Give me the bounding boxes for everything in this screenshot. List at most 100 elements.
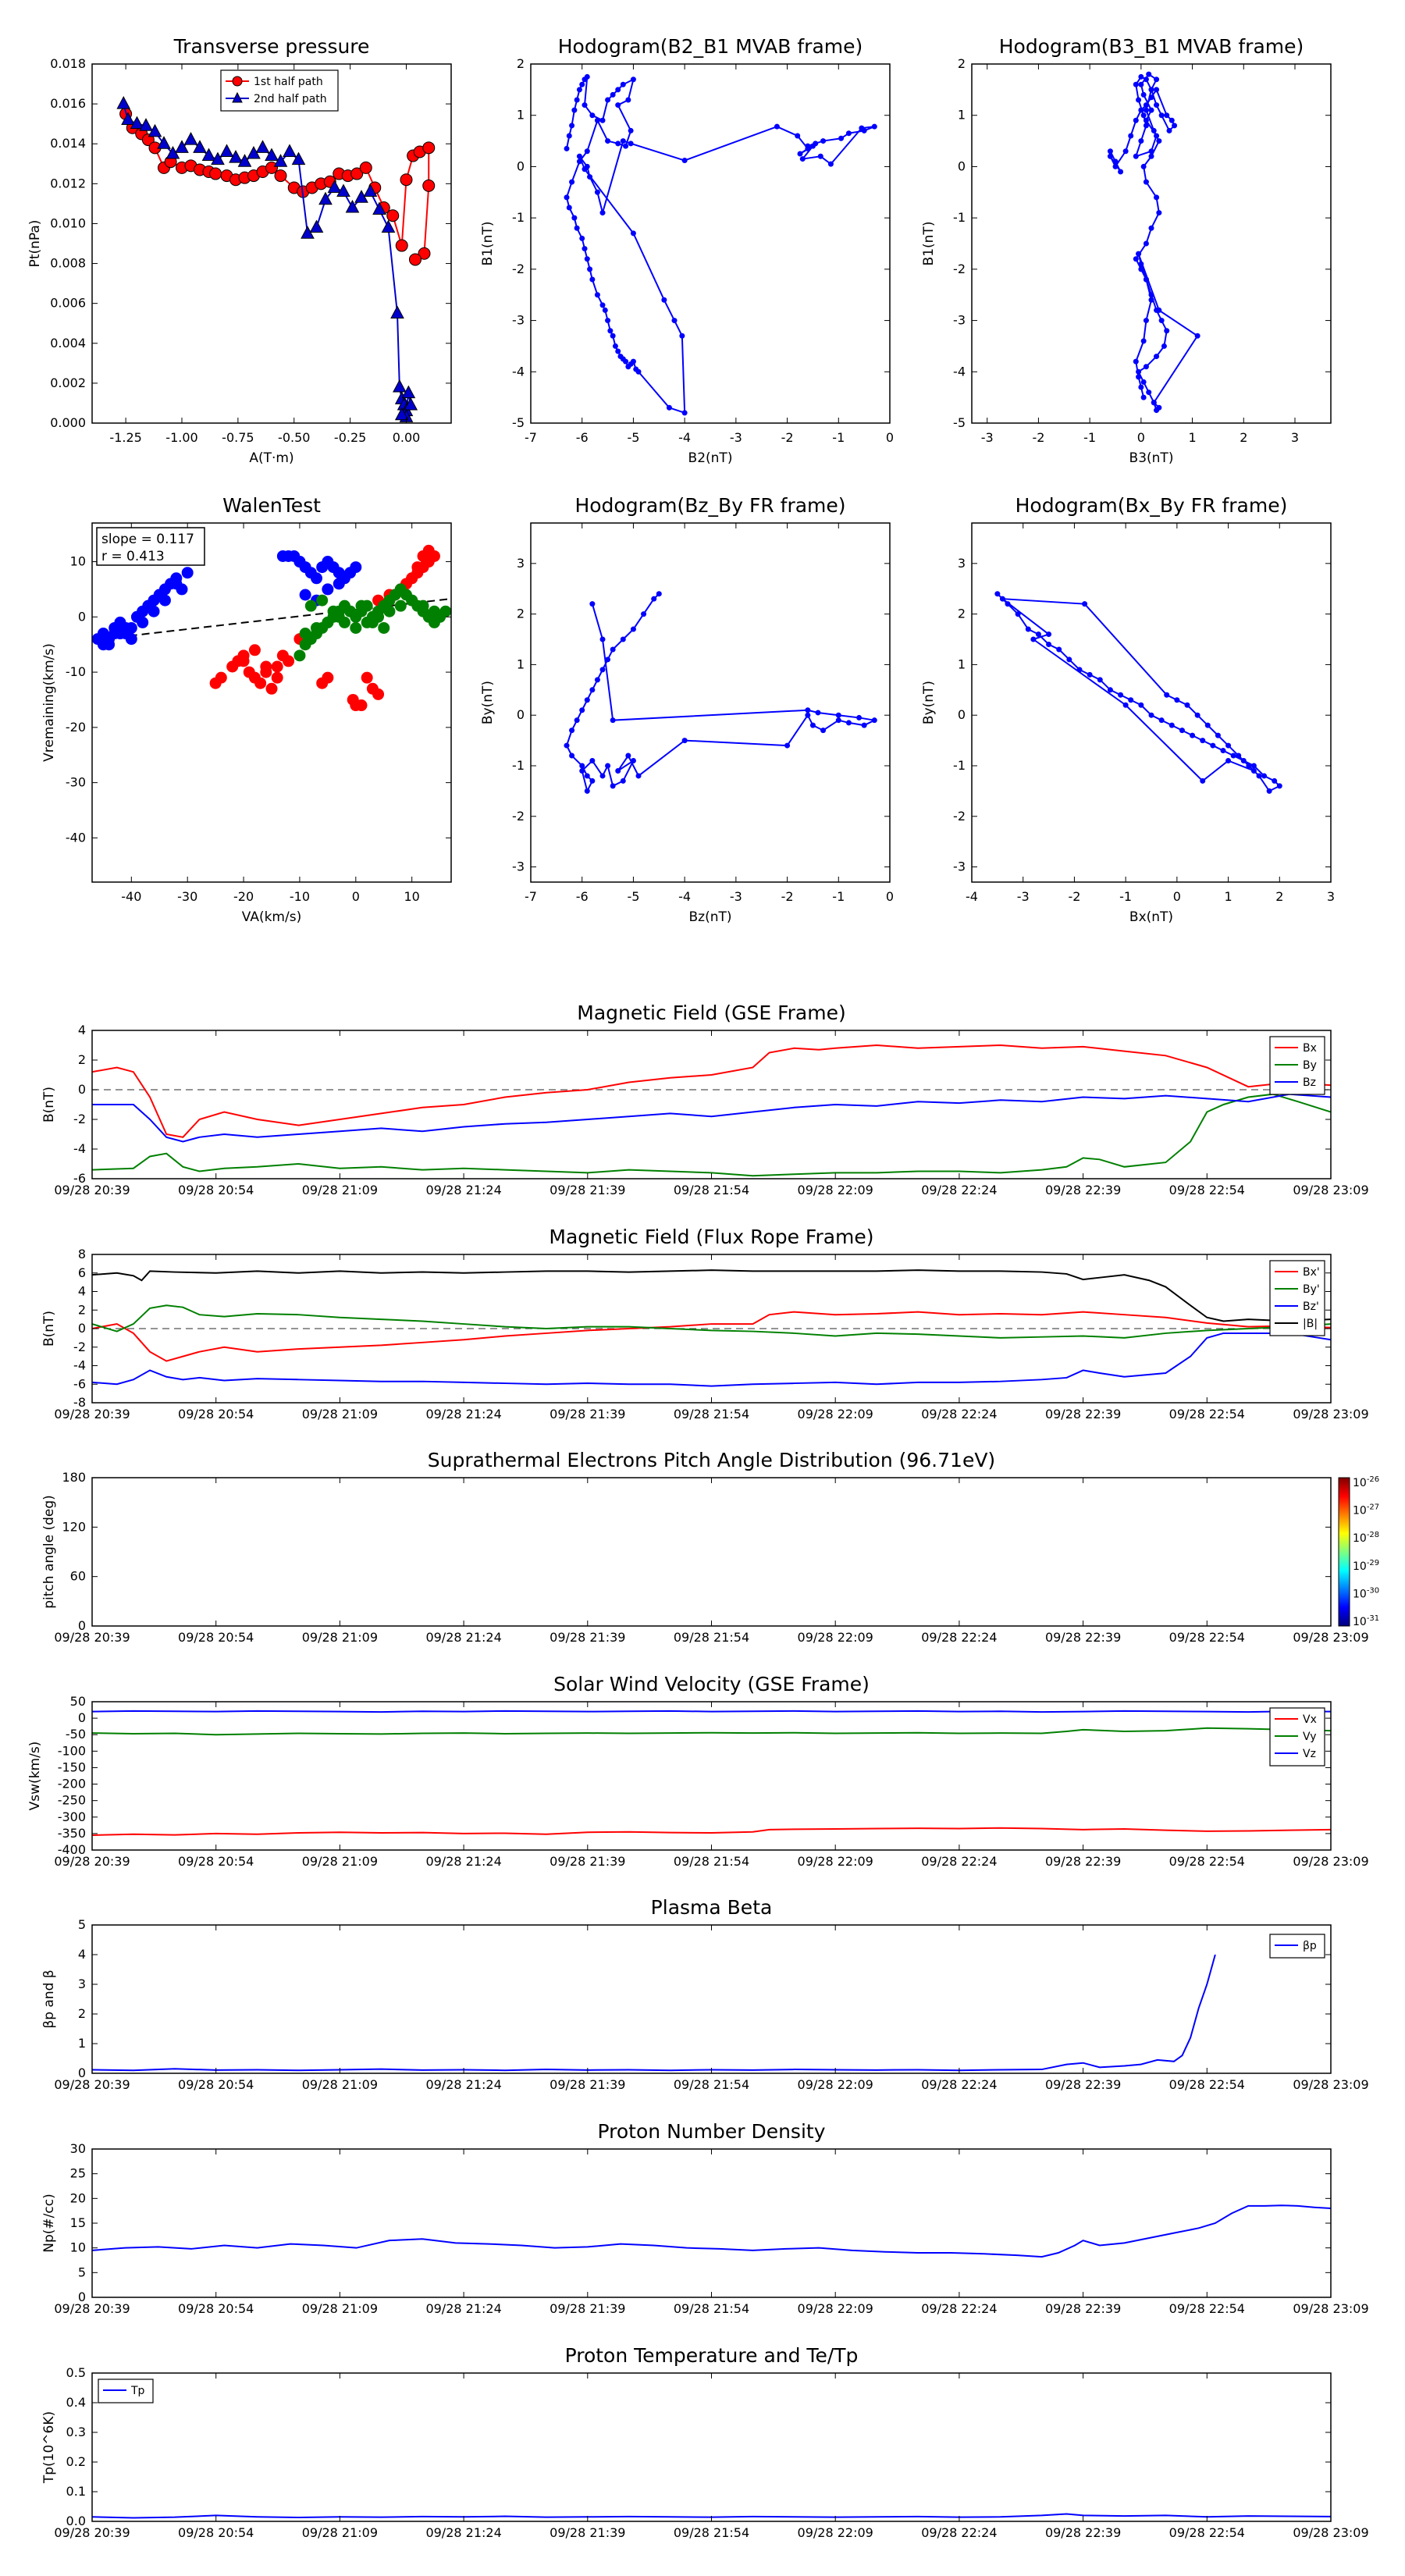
scatter-point <box>276 550 289 562</box>
y-tick-label: 50 <box>70 1694 86 1709</box>
x-tick-label: 0 <box>1173 889 1181 904</box>
data-point <box>1161 343 1167 349</box>
data-point <box>587 266 593 272</box>
y-tick-label: 4 <box>78 1023 86 1037</box>
data-point <box>820 138 827 144</box>
data-point <box>635 368 642 375</box>
data-point <box>599 117 606 123</box>
scatter-point <box>311 572 322 585</box>
y-tick-label: 1 <box>78 2036 86 2051</box>
data-point <box>1128 133 1134 139</box>
data-point <box>582 102 588 109</box>
y-tick-label: 1 <box>958 656 966 671</box>
series-line-Bz <box>92 1093 1331 1143</box>
data-point <box>579 81 585 87</box>
panel-hodo_bzby: Hodogram(Bz_By FR frame) -3 -2 -1 0 1 2 3 -7 -6 -5… <box>480 494 894 925</box>
data-point <box>630 758 636 764</box>
y-axis-label: pitch angle (deg) <box>41 1495 57 1609</box>
scatter-point <box>237 655 250 667</box>
scatter-point <box>304 600 317 612</box>
data-point <box>372 201 386 215</box>
data-point <box>594 117 600 123</box>
data-point <box>574 225 580 231</box>
y-tick-label: -4 <box>953 364 966 379</box>
data-point <box>602 307 608 313</box>
x-tick-label: 3 <box>1327 889 1335 904</box>
y-tick-label: 3 <box>517 556 525 571</box>
data-point <box>817 153 823 159</box>
scatter-point <box>361 671 373 684</box>
x-tick-label: 09/28 20:39 <box>54 2525 130 2540</box>
x-tick-label: 09/28 20:54 <box>178 1407 254 1421</box>
y-tick-label: -8 <box>73 1395 86 1410</box>
x-tick-label: 09/28 22:24 <box>921 1407 997 1421</box>
legend-marker <box>232 76 243 87</box>
x-tick-label: 09/28 23:09 <box>1293 1183 1368 1197</box>
data-point <box>1118 692 1124 698</box>
scatter-point <box>316 594 329 607</box>
data-point <box>838 135 845 141</box>
data-point <box>579 707 585 713</box>
y-tick-label: 0 <box>78 1618 86 1633</box>
plot-area <box>564 73 877 416</box>
data-point <box>1128 697 1134 703</box>
legend-marker <box>232 91 243 103</box>
x-tick-label: 09/28 21:09 <box>302 1630 378 1645</box>
data-point <box>400 173 413 187</box>
data-point <box>566 205 572 211</box>
data-point <box>401 385 416 399</box>
colorbar-tick-label: 10-31 <box>1353 1614 1379 1628</box>
data-point <box>1118 169 1124 175</box>
data-point <box>1210 742 1216 749</box>
data-point <box>625 753 631 759</box>
x-tick-label: 09/28 20:54 <box>178 1183 254 1197</box>
x-tick-label: 09/28 21:24 <box>425 2077 501 2092</box>
data-point <box>564 145 570 151</box>
y-tick-label: -50 <box>66 1727 86 1742</box>
y-tick-label: 2 <box>78 1052 86 1067</box>
data-point <box>799 156 806 162</box>
y-tick-label: 0 <box>517 158 525 173</box>
data-point <box>1156 307 1162 313</box>
scatter-point <box>372 688 385 700</box>
x-tick-label: 09/28 22:54 <box>1169 1407 1245 1421</box>
scatter-point <box>215 671 227 684</box>
scatter-point <box>366 616 379 628</box>
scatter-point <box>260 660 272 673</box>
data-point <box>635 773 642 779</box>
colorbar-tick-label: 10-27 <box>1353 1503 1379 1517</box>
legend-label: Tp <box>130 2385 145 2397</box>
data-point <box>1146 390 1152 396</box>
y-tick-label: -5 <box>953 415 966 430</box>
x-tick-label: 09/28 22:09 <box>798 2301 873 2316</box>
data-point <box>1140 163 1147 169</box>
data-point <box>576 87 582 93</box>
scatter-point <box>170 578 183 590</box>
x-tick-label: 09/28 21:54 <box>674 2077 749 2092</box>
data-point <box>835 712 841 718</box>
colorbar-base: 10 <box>1353 1532 1367 1545</box>
plot-frame <box>91 1477 1332 1627</box>
y-tick-label: 0.008 <box>50 256 86 271</box>
data-point <box>1164 328 1170 334</box>
data-point <box>813 141 819 147</box>
data-point <box>582 246 588 252</box>
x-tick-label: 09/28 23:09 <box>1293 1630 1368 1645</box>
data-point <box>845 130 852 137</box>
x-tick-label: -3 <box>981 430 994 445</box>
data-point <box>283 144 297 157</box>
y-axis-label: B(nT) <box>41 1087 57 1123</box>
x-tick-label: 09/28 22:39 <box>1045 2301 1121 2316</box>
y-tick-label: 120 <box>62 1519 86 1534</box>
data-point <box>1148 87 1154 93</box>
data-point <box>805 707 811 713</box>
y-tick-label: 0 <box>78 1710 86 1725</box>
y-tick-label: 30 <box>70 2141 86 2156</box>
x-tick-label: -3 <box>730 430 742 445</box>
data-point <box>681 738 688 744</box>
data-point <box>1143 276 1149 283</box>
y-axis-label: B1(nT) <box>921 222 937 266</box>
x-tick-label: 09/28 22:39 <box>1045 1854 1121 1869</box>
scatter-point <box>333 578 345 590</box>
data-point <box>1200 738 1206 744</box>
